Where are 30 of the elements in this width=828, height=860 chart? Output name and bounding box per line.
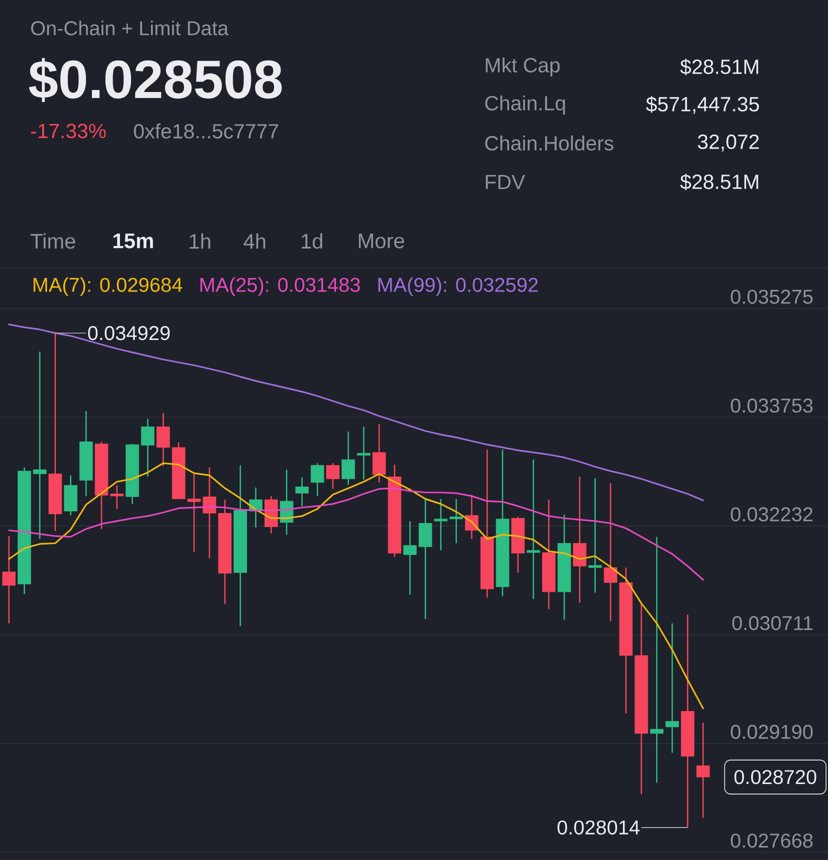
y-tick-label: 0.030711 [732,616,812,630]
text: On-Chain + Limit Data [31,20,229,36]
annotation: 0.028014 [558,820,640,835]
y-tick-label: 0.035275 [730,290,813,304]
text: 15m [114,234,153,248]
text: MA(25): 0.031483 [200,277,360,296]
text: MA(7): 0.029684 [34,277,182,296]
text: Chain.Lq [485,95,565,115]
text: 0.028720 [734,770,816,784]
text: MA(99): 0.032592 [378,277,538,296]
text: $571,447.35 [646,96,759,114]
text: Time [30,233,76,249]
text: $28.51M [680,174,758,190]
y-tick-label: 0.029190 [730,724,813,739]
text: $0.028508 [28,58,282,102]
y-tick-label: 0.033753 [730,398,813,413]
text: More [358,234,404,248]
y-tick-label: 0.027668 [730,834,813,848]
annotation: 0.034929 [88,326,170,340]
text: Chain.Holders [485,135,614,151]
text: FDV [486,174,526,190]
text: $28.51M [680,58,758,76]
text: 32,072 [698,134,759,152]
text: 1h [190,233,210,249]
text: 4h [244,233,266,249]
text: 0xfe18...5c7777 [134,123,278,139]
y-tick-label: 0.032232 [730,507,812,522]
text: Mkt Cap [486,57,560,77]
text: -17.33% [31,124,106,138]
text: 1d [302,233,322,249]
